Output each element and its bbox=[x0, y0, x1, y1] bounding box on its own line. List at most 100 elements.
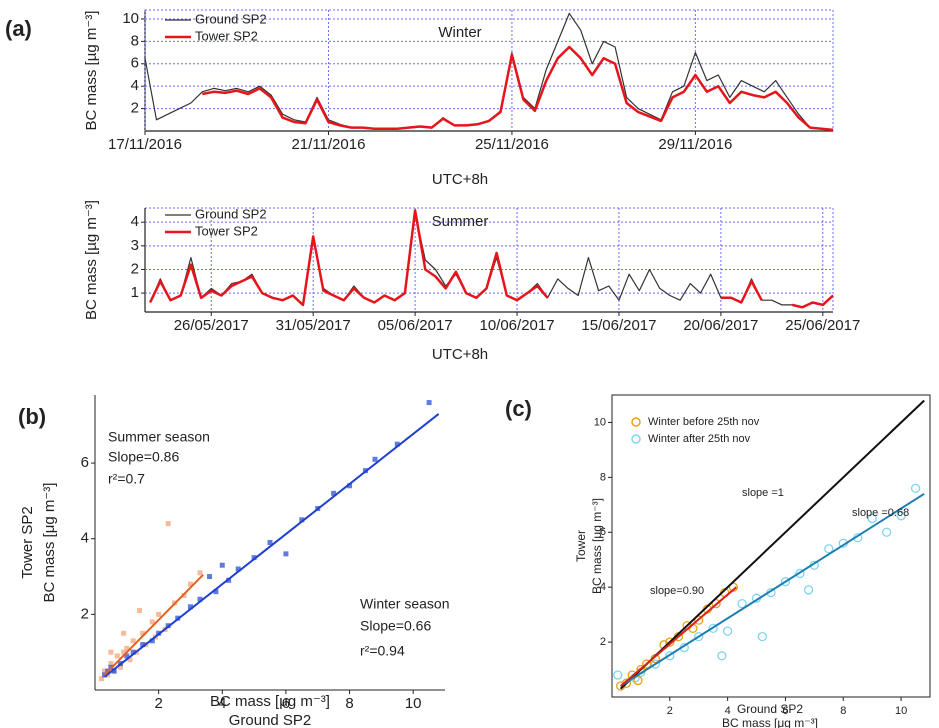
y-axis-label: BC mass [µg m⁻³] bbox=[83, 200, 100, 320]
point bbox=[372, 456, 378, 462]
x-axis-label: BC mass [μg m⁻³] bbox=[210, 693, 330, 710]
x-axis-label: UTC+8h bbox=[432, 171, 488, 188]
point bbox=[108, 661, 114, 667]
point bbox=[114, 653, 120, 659]
y-tick-label: 2 bbox=[81, 605, 89, 622]
point bbox=[124, 653, 130, 659]
point bbox=[694, 631, 704, 642]
point bbox=[881, 527, 892, 537]
legend-label: Ground SP2 bbox=[195, 11, 267, 26]
point bbox=[187, 604, 193, 610]
point bbox=[117, 664, 123, 670]
annotation: r²=0.7 bbox=[108, 471, 145, 487]
y-tick-label: 6 bbox=[81, 454, 89, 471]
y-tick-label: 2 bbox=[600, 636, 606, 648]
x-tick-label: 31/05/2017 bbox=[276, 317, 351, 334]
x-tick-label: 6 bbox=[282, 695, 290, 712]
point bbox=[187, 581, 193, 587]
point bbox=[737, 599, 747, 609]
y-axis-label: BC mass [μg m⁻³] bbox=[590, 498, 604, 594]
y-tick-label: 6 bbox=[131, 55, 139, 72]
chart-title: Summer bbox=[432, 213, 489, 230]
annotation: slope=0.90 bbox=[650, 585, 704, 597]
x-tick-label: 10 bbox=[405, 695, 422, 712]
y-tick-label: 2 bbox=[131, 260, 139, 277]
annotation: Summer season bbox=[108, 429, 210, 445]
annotation: Slope=0.66 bbox=[360, 618, 431, 634]
point bbox=[251, 555, 257, 561]
annotation: Winter season bbox=[360, 596, 449, 612]
chart-title: Winter bbox=[438, 24, 481, 41]
point bbox=[235, 566, 241, 572]
point bbox=[694, 615, 704, 625]
y-tick-label: 4 bbox=[131, 213, 139, 230]
y-tick-label: 3 bbox=[131, 237, 139, 254]
point bbox=[111, 668, 117, 674]
legend-label: Tower SP2 bbox=[195, 223, 258, 238]
y-tick-label: 4 bbox=[600, 581, 606, 593]
legend-swatch bbox=[631, 417, 641, 427]
point bbox=[642, 659, 652, 669]
x-axis-label: BC mass [μg m⁻³] bbox=[722, 716, 818, 728]
fit-line bbox=[103, 573, 204, 676]
point bbox=[219, 562, 225, 568]
y-tick-label: 8 bbox=[131, 32, 139, 49]
point bbox=[121, 630, 127, 636]
point bbox=[780, 577, 791, 587]
x-tick-label: 2 bbox=[154, 695, 162, 712]
annotation: Slope=0.86 bbox=[108, 449, 179, 465]
point bbox=[394, 441, 400, 447]
plot-frame bbox=[611, 394, 931, 698]
point bbox=[650, 659, 661, 669]
point bbox=[130, 649, 136, 655]
y-axis-label: Tower SP2 bbox=[19, 506, 36, 579]
y-tick-label: 4 bbox=[81, 530, 89, 547]
point bbox=[613, 670, 623, 680]
x-tick-label: 10 bbox=[895, 705, 907, 717]
point bbox=[165, 521, 171, 527]
point bbox=[156, 611, 162, 617]
point bbox=[127, 657, 133, 663]
point bbox=[137, 608, 143, 614]
legend-label: Tower SP2 bbox=[195, 28, 258, 43]
x-axis-label: Ground SP2 bbox=[737, 702, 803, 716]
fit-line bbox=[620, 492, 925, 687]
x-tick-label: 29/11/2016 bbox=[658, 136, 732, 153]
point bbox=[121, 649, 127, 655]
x-tick-label: 26/05/2017 bbox=[174, 317, 249, 334]
point bbox=[426, 400, 432, 406]
point bbox=[910, 483, 921, 493]
point bbox=[803, 585, 814, 595]
x-tick-label: 05/06/2017 bbox=[378, 317, 453, 334]
point bbox=[108, 649, 114, 655]
point bbox=[331, 490, 337, 496]
x-tick-label: 21/11/2016 bbox=[291, 136, 365, 153]
point bbox=[207, 574, 213, 580]
fit-line bbox=[103, 413, 440, 678]
point bbox=[633, 675, 643, 686]
point bbox=[213, 589, 219, 595]
y-tick-label: 6 bbox=[600, 526, 606, 538]
point bbox=[867, 513, 877, 524]
annotation: slope =0.68 bbox=[852, 507, 909, 519]
x-tick-label: 8 bbox=[840, 705, 846, 717]
point bbox=[717, 651, 727, 661]
point bbox=[824, 544, 834, 554]
point bbox=[299, 517, 305, 523]
x-tick-label: 17/11/2016 bbox=[108, 136, 182, 153]
point bbox=[896, 511, 906, 521]
fit-line bbox=[619, 399, 925, 690]
point bbox=[267, 540, 273, 545]
annotation: slope =1 bbox=[742, 487, 784, 499]
point bbox=[98, 676, 104, 682]
point bbox=[665, 637, 675, 647]
y-tick-label: 2 bbox=[131, 100, 139, 117]
x-tick-label: 25/06/2017 bbox=[785, 317, 860, 334]
x-tick-label: 4 bbox=[725, 705, 731, 717]
point bbox=[665, 651, 675, 661]
point bbox=[728, 582, 739, 592]
point bbox=[283, 551, 289, 557]
x-axis-label: UTC+8h bbox=[432, 346, 488, 363]
x-tick-label: 15/06/2017 bbox=[581, 317, 656, 334]
